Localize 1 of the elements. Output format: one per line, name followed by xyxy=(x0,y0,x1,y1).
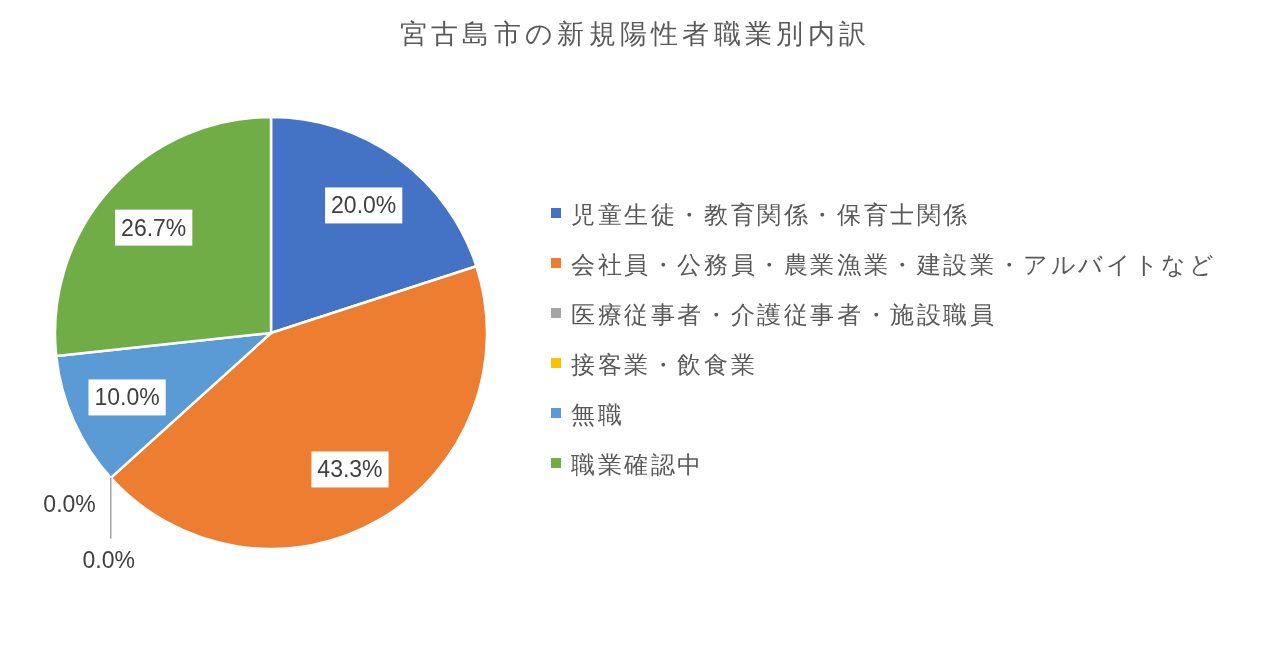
title: 宮古島市の新規陽性者職業別内訳 xyxy=(399,19,871,49)
